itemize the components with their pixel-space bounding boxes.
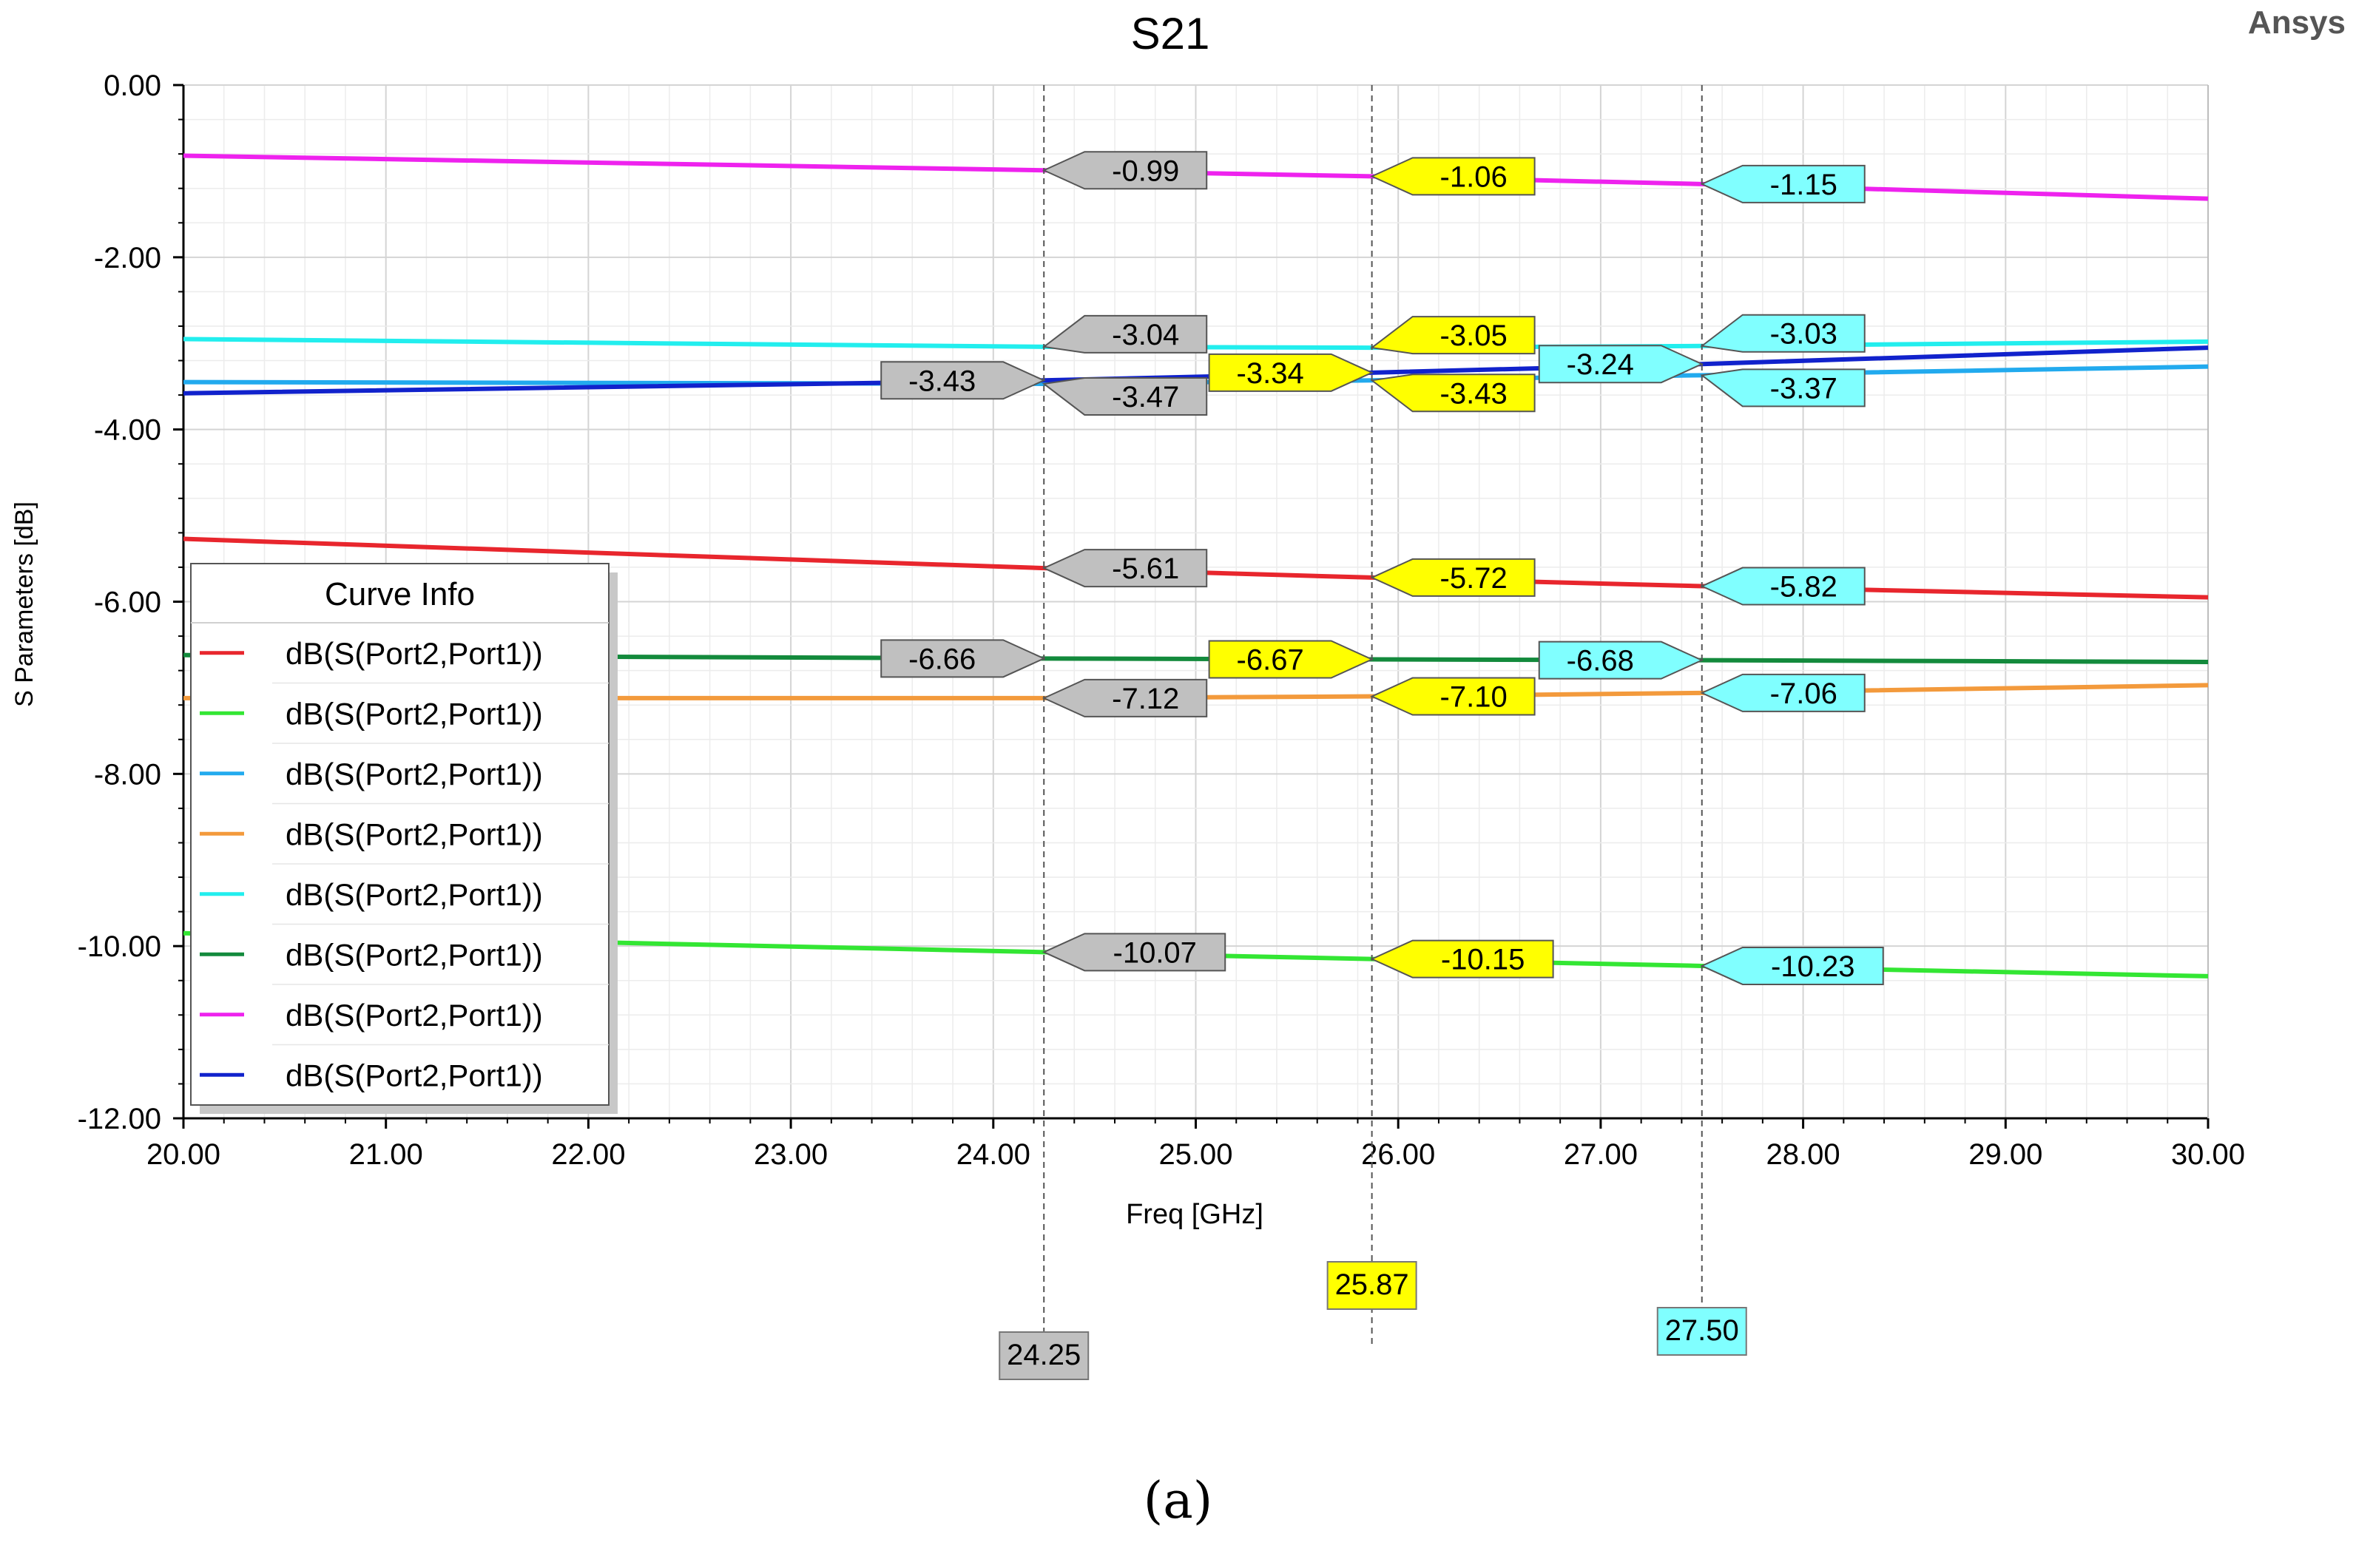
marker-value-label: -10.23 xyxy=(1771,950,1854,983)
marker-x-label: 25.87 xyxy=(1335,1268,1409,1301)
marker-value-box xyxy=(1208,640,1374,679)
marker-value-label: -3.03 xyxy=(1770,318,1837,351)
marker-value-box xyxy=(1370,157,1536,196)
y-tick-label: -8.00 xyxy=(94,758,161,791)
y-tick-label: -4.00 xyxy=(94,414,161,447)
marker-value-box xyxy=(1042,549,1208,588)
marker-value-label: -1.15 xyxy=(1770,169,1837,201)
marker-value-label: -1.06 xyxy=(1440,160,1508,193)
figure-caption: (a) xyxy=(1143,1472,1213,1530)
legend-entry-label: dB(S(Port2,Port1)) xyxy=(286,1058,543,1092)
marker-value-box xyxy=(880,361,1046,400)
x-tick-label: 25.00 xyxy=(1158,1138,1232,1171)
marker-value-box xyxy=(1370,316,1536,355)
marker-x-label-box xyxy=(999,1331,1090,1380)
x-tick-label: 22.00 xyxy=(551,1138,625,1171)
x-axis-label: Freq [GHz] xyxy=(1126,1199,1263,1230)
y-tick-label: 0.00 xyxy=(104,70,161,102)
marker-value-box xyxy=(1042,314,1208,354)
axes xyxy=(173,84,2210,1129)
marker-value-label: -3.24 xyxy=(1567,348,1634,381)
marker-value-box xyxy=(1208,353,1374,392)
x-tick-label: 26.00 xyxy=(1361,1138,1435,1171)
y-tick-label: -2.00 xyxy=(94,242,161,274)
marker-value-box xyxy=(1042,151,1208,190)
brand-logo-text: Ansys xyxy=(2247,4,2346,41)
marker-value-label: -7.06 xyxy=(1770,677,1837,710)
legend-entry-label: dB(S(Port2,Port1)) xyxy=(286,636,543,671)
legend-entry-label: dB(S(Port2,Port1)) xyxy=(286,696,543,731)
marker-value-box xyxy=(1042,376,1208,416)
marker-value-box xyxy=(1370,677,1536,716)
x-tick-label: 21.00 xyxy=(349,1138,423,1171)
marker-value-label: -10.07 xyxy=(1113,936,1197,969)
legend-entry-label: dB(S(Port2,Port1)) xyxy=(286,817,543,851)
marker-value-label: -6.67 xyxy=(1237,643,1304,676)
marker-value-label: -10.15 xyxy=(1441,944,1525,976)
marker-value-label: -6.68 xyxy=(1567,645,1634,677)
marker-value-box xyxy=(1700,673,1866,712)
marker-value-box xyxy=(1370,939,1554,979)
legend[interactable]: Curve Info dB(S(Port2,Port1)) dB(S(Port2,P… xyxy=(190,563,618,1114)
legend-entry-label: dB(S(Port2,Port1)) xyxy=(286,757,543,791)
legend-entry-label: dB(S(Port2,Port1)) xyxy=(286,998,543,1033)
x-tick-label: 27.00 xyxy=(1564,1138,1638,1171)
marker-value-label: -6.66 xyxy=(908,643,976,675)
marker-value-box xyxy=(1700,368,1866,408)
marker-value-box xyxy=(1370,558,1536,597)
marker-value-label: -3.04 xyxy=(1112,319,1179,351)
marker-x-label-box xyxy=(1656,1307,1747,1356)
tick-labels: 20.00 21.00 22.00 23.00 24.00 25.00 26.00 27.00… xyxy=(78,70,2245,1171)
y-tick-label: -12.00 xyxy=(78,1103,161,1135)
marker-value-box xyxy=(1538,345,1704,384)
markers: 24.25 -0.99 -3.04 -3.47 -3.43 -5.61 -6.66 -7.12… xyxy=(880,85,1884,1380)
marker-value-label: -3.47 xyxy=(1112,381,1179,413)
marker-value-label: -5.72 xyxy=(1440,562,1508,595)
marker-value-box xyxy=(1370,374,1536,413)
marker-value-label: -5.61 xyxy=(1112,552,1179,585)
marker-value-box xyxy=(1538,641,1704,680)
x-tick-label: 29.00 xyxy=(1968,1138,2042,1171)
marker-value-box xyxy=(880,639,1046,678)
marker-value-box xyxy=(1700,567,1866,606)
marker-value-label: -7.10 xyxy=(1440,681,1508,714)
marker-value-box xyxy=(1042,933,1226,972)
marker-value-label: -0.99 xyxy=(1112,155,1179,187)
chart-title: S21 xyxy=(1131,9,1210,58)
y-tick-label: -6.00 xyxy=(94,587,161,619)
marker-x-label-box xyxy=(1326,1261,1417,1310)
x-tick-label: 28.00 xyxy=(1766,1138,1840,1171)
marker-value-box xyxy=(1700,314,1866,353)
marker-value-box xyxy=(1042,678,1208,717)
x-tick-label: 23.00 xyxy=(754,1138,828,1171)
marker-value-label: -3.43 xyxy=(1440,377,1508,410)
marker-value-label: -3.05 xyxy=(1440,320,1508,352)
marker-value-label: -3.37 xyxy=(1770,372,1837,405)
y-tick-label: -10.00 xyxy=(78,930,161,963)
legend-title: Curve Info xyxy=(325,576,475,612)
marker-value-label: -3.43 xyxy=(908,365,976,397)
x-tick-label: 24.00 xyxy=(956,1138,1030,1171)
marker-x-label: 24.25 xyxy=(1007,1339,1081,1371)
marker-value-label: -5.82 xyxy=(1770,571,1837,604)
marker-x-label: 27.50 xyxy=(1665,1314,1739,1347)
x-tick-label: 30.00 xyxy=(2171,1138,2245,1171)
legend-box xyxy=(190,563,610,1106)
marker-value-box xyxy=(1700,946,1884,985)
x-tick-label: 20.00 xyxy=(146,1138,220,1171)
marker-value-box xyxy=(1700,164,1866,203)
marker-value-label: -7.12 xyxy=(1112,683,1179,715)
y-axis-label: S Parameters [dB] xyxy=(10,501,38,707)
legend-entry-label: dB(S(Port2,Port1)) xyxy=(286,937,543,972)
legend-entry-label: dB(S(Port2,Port1)) xyxy=(286,877,543,912)
marker-value-label: -3.34 xyxy=(1237,357,1304,390)
